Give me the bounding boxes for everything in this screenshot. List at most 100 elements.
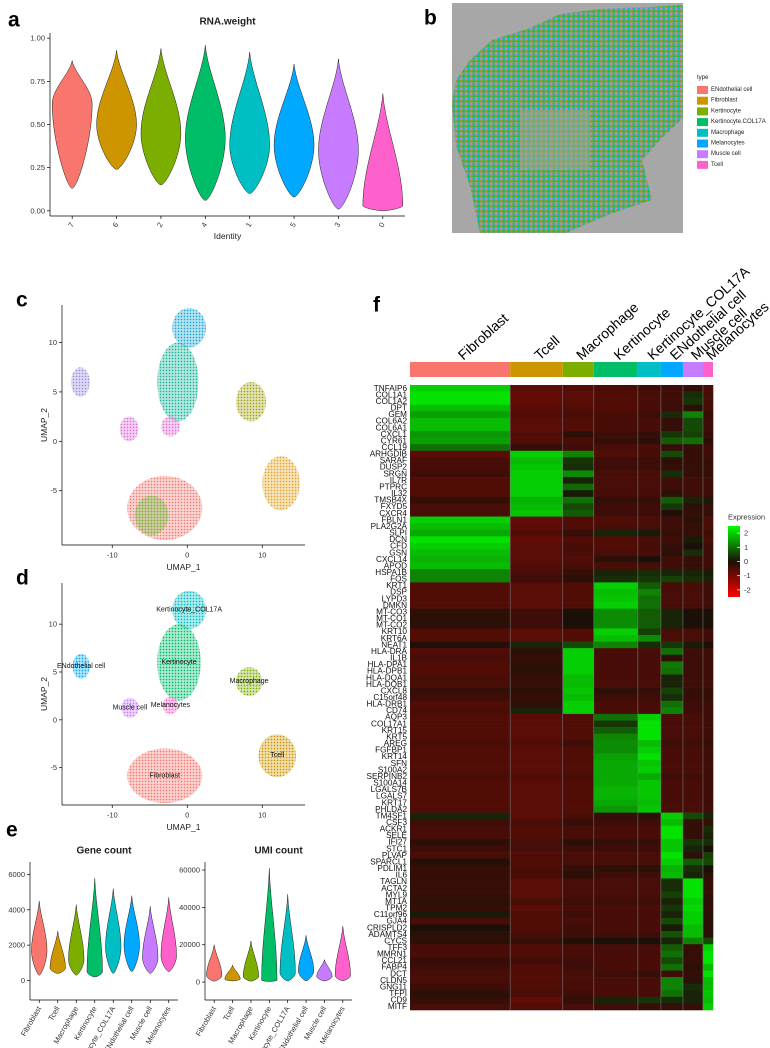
x-tick-label: Tcell [46, 1004, 61, 1022]
heatmap-cell [637, 996, 662, 1004]
heatmap-cell [682, 628, 704, 636]
heatmap-cell [410, 470, 511, 478]
heatmap-cell [562, 621, 595, 629]
violin [362, 93, 404, 212]
gene-label: CD74 [386, 706, 407, 715]
legend-label: Tcell [711, 162, 723, 168]
gene-label: TNFAIP6 [374, 384, 408, 393]
heatmap-cell [593, 582, 639, 590]
heatmap-cell [562, 720, 595, 728]
heatmap-cell [637, 437, 662, 445]
gene-label: IL32 [391, 489, 407, 498]
heatmap-cell [510, 878, 564, 886]
heatmap-cell [660, 641, 684, 649]
colorbar-tick-label: -2 [744, 585, 751, 594]
heatmap-cell [682, 641, 704, 649]
heatmap-cell [682, 773, 704, 781]
heatmap-cell [562, 562, 595, 570]
heatmap-cell [410, 536, 511, 544]
heatmap-cell [510, 996, 564, 1004]
heatmap-cell [562, 950, 595, 958]
heatmap-cell [593, 648, 639, 656]
heatmap-cell [660, 496, 684, 504]
heatmap-cell [702, 450, 714, 458]
heatmap-cell [593, 917, 639, 925]
heatmap-cell [702, 424, 714, 432]
heatmap-cell [410, 720, 511, 728]
y-tick-label: 5 [53, 387, 57, 396]
heatmap-cell [637, 648, 662, 656]
heatmap-cell [510, 417, 564, 425]
group-bar [593, 362, 638, 377]
gene-label: IFI27 [388, 838, 407, 847]
heatmap-cell [660, 700, 684, 708]
heatmap-cell [702, 944, 714, 952]
heatmap-cell [660, 542, 684, 550]
heatmap-cell [637, 746, 662, 754]
heatmap-cell [682, 398, 704, 406]
heatmap-cell [562, 503, 595, 511]
heatmap-cell [637, 733, 662, 741]
heatmap-cell [510, 457, 564, 465]
heatmap-cell [682, 727, 704, 734]
heatmap-cell [510, 694, 564, 702]
heatmap-cell [510, 858, 564, 866]
heatmap-cell [562, 773, 595, 781]
gene-label: IL6 [396, 871, 408, 880]
gene-label: HSPA1B [375, 568, 407, 577]
heatmap-cell [660, 773, 684, 781]
heatmap-cell [593, 832, 639, 840]
heatmap-cell [682, 588, 704, 596]
heatmap-cell [562, 792, 595, 800]
colorbar [728, 526, 740, 597]
group-bar [562, 362, 594, 377]
heatmap-cell [637, 786, 662, 794]
heatmap-cell [660, 996, 684, 1004]
chart-title: RNA.weight [199, 17, 256, 28]
heatmap-cell [660, 832, 684, 840]
heatmap-cell [702, 891, 714, 899]
heatmap-cell [702, 621, 714, 629]
heatmap-cell [593, 707, 639, 715]
violin [31, 900, 48, 976]
colorbar-tick-label: 1 [744, 543, 748, 552]
heatmap-cell [637, 450, 662, 458]
heatmap-cell [510, 536, 564, 544]
heatmap-cell [410, 628, 511, 636]
violin [273, 64, 315, 198]
heatmap-cell [510, 766, 564, 774]
heatmap-cell [637, 720, 662, 728]
heatmap-cell [593, 477, 639, 484]
gene-label: KRT17 [382, 798, 408, 807]
gene-label: KRT6A [381, 634, 408, 643]
heatmap-cell [702, 838, 714, 846]
legend-label: Kertinocyte.COL17A [711, 119, 766, 125]
heatmap-cell [702, 463, 714, 471]
heatmap-cell [510, 529, 564, 537]
heatmap-cell [637, 621, 662, 629]
heatmap-cell [702, 957, 714, 965]
heatmap-cell [410, 542, 511, 550]
heatmap-cell [682, 595, 704, 603]
gene-label: FABP4 [382, 963, 408, 972]
cluster-label: ENdothelial cell [57, 663, 106, 670]
heatmap-cell [702, 931, 714, 938]
heatmap-cell [702, 556, 714, 563]
heatmap-cell [637, 944, 662, 952]
heatmap-cell [593, 575, 639, 583]
heatmap-cell [510, 983, 564, 991]
x-tick-label: Fibroblast [19, 1004, 44, 1038]
heatmap-cell [682, 496, 704, 504]
heatmap-cell [510, 562, 564, 570]
heatmap-cell [593, 542, 639, 550]
gene-label: DPT [391, 404, 407, 413]
legend-key [697, 118, 708, 127]
heatmap-cell [410, 950, 511, 958]
y-axis-title: UMAP_2 [39, 408, 49, 442]
legend-label: Melanocytes [711, 141, 745, 147]
x-tick-label: 5 [288, 221, 298, 229]
heatmap-cell [682, 996, 704, 1004]
heatmap-cell [660, 713, 684, 721]
heatmap-cell [702, 799, 714, 807]
heatmap-cell [682, 562, 704, 570]
